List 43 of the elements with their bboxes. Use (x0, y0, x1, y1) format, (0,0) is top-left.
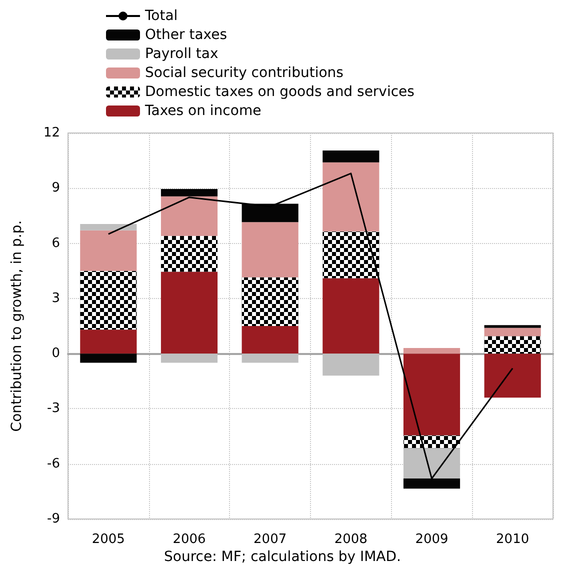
x-tick-label: 2008 (334, 532, 368, 547)
y-tick-label: -3 (47, 401, 60, 416)
bar (322, 278, 380, 354)
bar (160, 354, 218, 363)
y-tick-label: 9 (52, 180, 60, 196)
y-axis-title: Contribution to growth, in p.p. (9, 220, 25, 432)
bar (322, 162, 380, 232)
y-tick-label: 12 (43, 126, 60, 140)
x-tick-label: 2007 (254, 532, 287, 547)
x-tick-label: 2006 (172, 532, 206, 547)
bar (484, 325, 541, 328)
bar (242, 326, 298, 354)
bar (160, 272, 218, 354)
bar (242, 204, 298, 222)
legend-label: Taxes on income (144, 103, 262, 119)
x-tick-label: 2010 (496, 532, 530, 547)
bar (80, 354, 137, 363)
bar (80, 224, 137, 230)
x-tick-label: 2005 (92, 532, 125, 547)
y-tick-label: 6 (52, 236, 60, 251)
y-tick-label: 3 (52, 290, 60, 306)
legend-label: Payroll tax (145, 46, 218, 62)
y-tick-label: 0 (52, 346, 60, 362)
source-note: Source: MF; calculations by IMAD. (164, 549, 401, 565)
bar (484, 354, 541, 398)
bar (484, 328, 541, 336)
x-tick-label: 2009 (415, 532, 448, 547)
bar (80, 330, 137, 354)
legend-label: Domestic taxes on goods and services (145, 84, 414, 100)
bar (160, 189, 218, 196)
y-tick-label: -6 (47, 456, 60, 472)
bar (403, 348, 460, 354)
legend-label: Other taxes (145, 27, 228, 43)
bar (322, 354, 380, 376)
bar (322, 150, 380, 162)
bar (242, 222, 298, 278)
legend-label: Social security contributions (145, 65, 344, 81)
bar (160, 196, 218, 236)
bar (403, 354, 460, 436)
y-tick-label: -9 (47, 512, 60, 526)
bar (80, 230, 137, 271)
bar (242, 354, 298, 363)
legend-label: Total (144, 8, 178, 24)
